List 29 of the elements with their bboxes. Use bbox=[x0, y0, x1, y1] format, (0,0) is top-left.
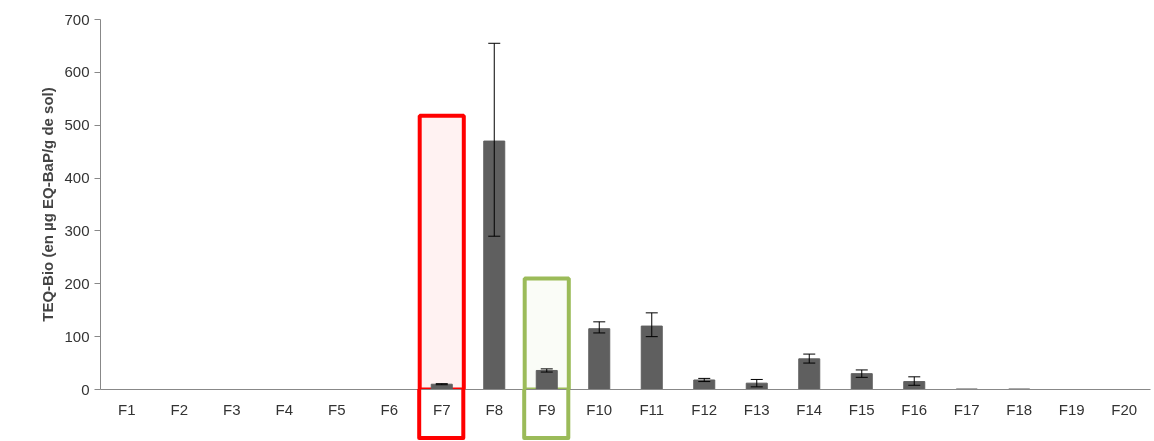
x-tick-label: F4 bbox=[275, 400, 294, 418]
y-tick-label: 300 bbox=[64, 221, 90, 239]
x-tick-label: F13 bbox=[743, 400, 770, 418]
x-tick-label: F11 bbox=[639, 400, 665, 418]
x-tick-label: F19 bbox=[1058, 400, 1085, 418]
y-tick-label: 400 bbox=[64, 169, 90, 187]
x-tick-label: F12 bbox=[691, 400, 718, 418]
y-tick-label: 100 bbox=[64, 327, 90, 345]
x-tick-label: F20 bbox=[1111, 400, 1138, 418]
x-tick-label: F14 bbox=[796, 400, 823, 418]
y-axis-title: TEQ-Bio (en µg EQ-BaP/g de sol) bbox=[39, 87, 57, 322]
x-tick-label: F16 bbox=[901, 400, 928, 418]
x-tick-label: F5 bbox=[328, 400, 346, 418]
x-tick-label: F7 bbox=[433, 400, 451, 418]
x-tick-label: F15 bbox=[848, 400, 875, 418]
x-tick-label: F1 bbox=[118, 400, 136, 418]
y-tick-label: 500 bbox=[64, 116, 90, 134]
y-tick-label: 0 bbox=[81, 380, 90, 398]
x-tick-label: F18 bbox=[1006, 400, 1033, 418]
x-tick-label: F8 bbox=[485, 400, 504, 418]
x-tick-label: F2 bbox=[170, 400, 189, 418]
y-tick-label: 200 bbox=[64, 274, 90, 292]
y-tick-label: 600 bbox=[64, 63, 90, 81]
y-tick-label: 700 bbox=[64, 10, 90, 28]
x-tick-label: F6 bbox=[380, 400, 399, 418]
x-tick-label: F3 bbox=[223, 400, 241, 418]
x-tick-label: F17 bbox=[953, 400, 980, 418]
x-tick-label: F10 bbox=[586, 400, 613, 418]
x-tick-label: F9 bbox=[538, 400, 556, 418]
